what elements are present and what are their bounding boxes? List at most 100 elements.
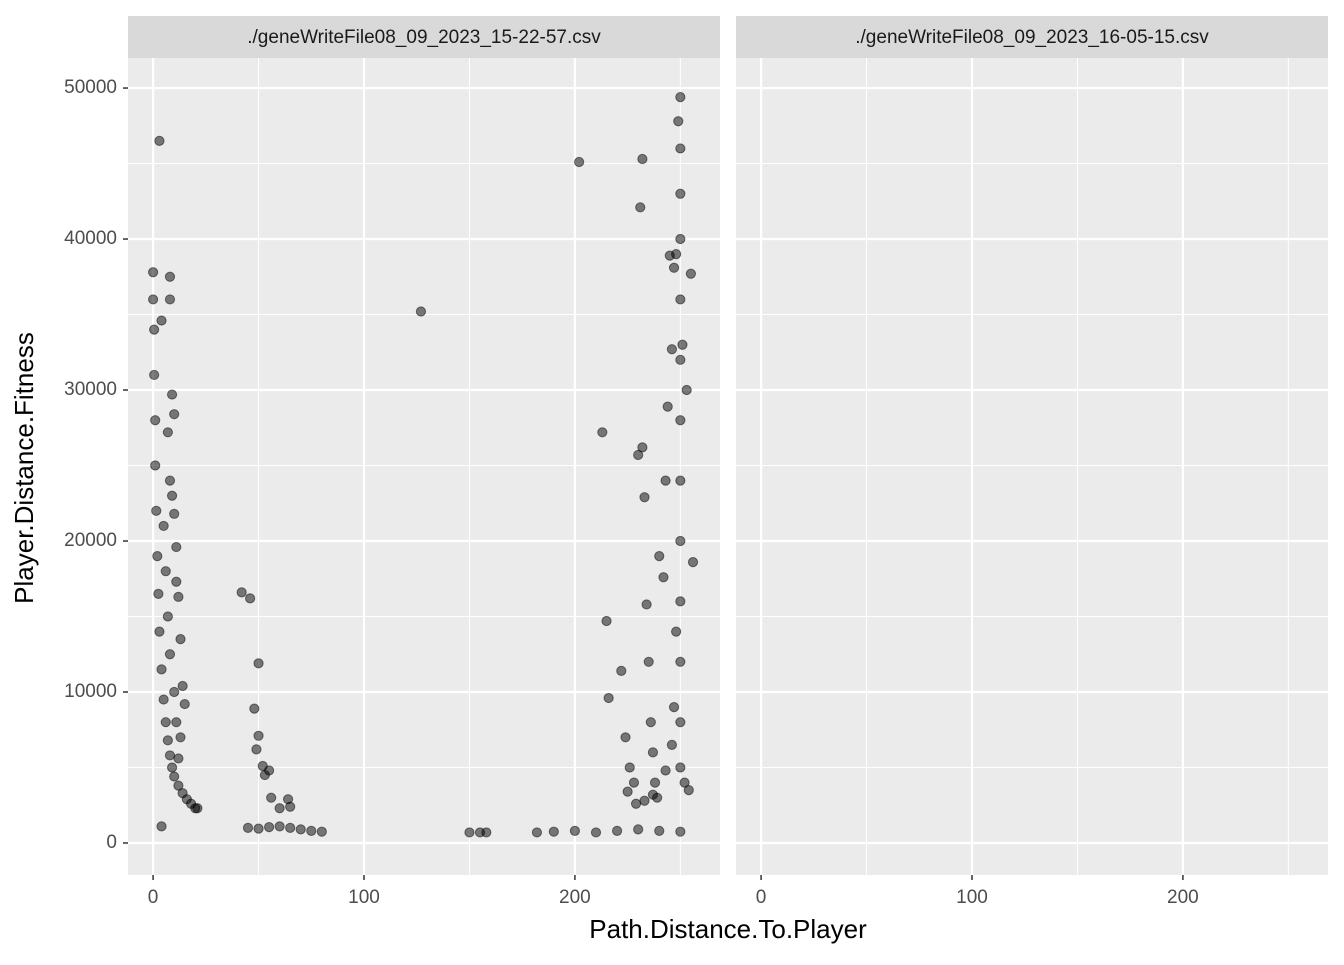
point — [685, 268, 696, 279]
point — [481, 827, 492, 838]
point — [154, 626, 165, 637]
point — [635, 202, 646, 213]
point — [464, 827, 475, 838]
point — [156, 315, 167, 326]
point — [668, 262, 680, 273]
point — [620, 732, 631, 743]
point — [236, 587, 247, 598]
x-axis-title: Path.Distance.To.Player — [589, 914, 867, 944]
point — [156, 821, 167, 832]
point — [654, 825, 665, 837]
y-tick-label: 50000 — [64, 77, 117, 98]
point — [666, 739, 678, 750]
point — [679, 777, 690, 788]
point — [531, 827, 543, 838]
point — [316, 826, 327, 837]
point — [548, 826, 559, 837]
point — [147, 267, 159, 278]
point — [249, 703, 260, 714]
panel-title: ./geneWriteFile08_09_2023_16-05-15.csv — [855, 27, 1209, 48]
point — [660, 475, 671, 486]
point — [639, 795, 650, 806]
point — [622, 786, 633, 797]
panel-title: ./geneWriteFile08_09_2023_15-22-57.csv — [247, 27, 601, 48]
point — [675, 143, 686, 154]
point — [164, 750, 176, 761]
point — [675, 92, 686, 103]
y-tick-label: 40000 — [64, 228, 117, 249]
point — [681, 384, 692, 396]
point — [166, 389, 178, 400]
point — [616, 665, 627, 676]
point — [415, 306, 427, 317]
strip — [128, 16, 720, 58]
point — [654, 551, 665, 562]
point — [630, 798, 642, 809]
point — [574, 156, 585, 168]
point — [601, 615, 612, 627]
point — [171, 717, 182, 728]
x-tick-label: 200 — [559, 887, 591, 908]
point — [160, 717, 171, 728]
point — [675, 415, 686, 426]
point — [166, 762, 178, 773]
point — [611, 825, 623, 837]
point — [251, 744, 262, 755]
point — [149, 369, 160, 381]
point — [158, 694, 169, 705]
point — [658, 572, 669, 583]
point — [245, 593, 256, 604]
point — [671, 626, 682, 637]
point — [171, 541, 182, 553]
point — [624, 762, 635, 773]
point — [660, 765, 671, 776]
point — [150, 415, 161, 426]
x-tick-label: 200 — [1167, 887, 1199, 908]
point — [687, 557, 699, 568]
point — [675, 188, 686, 199]
point — [675, 354, 686, 365]
point — [671, 249, 682, 260]
point — [628, 777, 640, 788]
point — [253, 823, 264, 834]
point — [675, 717, 686, 728]
point — [171, 576, 182, 587]
y-tick-label: 0 — [106, 832, 117, 853]
y-tick-label: 30000 — [64, 379, 117, 400]
point — [169, 508, 180, 519]
point — [633, 824, 644, 835]
point — [639, 492, 650, 503]
x-tick-label: 0 — [148, 887, 159, 908]
y-tick-label: 10000 — [64, 681, 117, 702]
point — [173, 753, 184, 764]
point — [675, 762, 686, 773]
point — [162, 427, 173, 438]
point — [175, 732, 186, 743]
point — [169, 409, 180, 420]
point — [173, 780, 184, 791]
point — [675, 475, 686, 486]
point — [285, 822, 296, 833]
point — [166, 490, 178, 501]
point — [274, 803, 285, 814]
point — [156, 664, 167, 675]
point — [675, 826, 686, 837]
point — [152, 551, 163, 562]
point — [649, 777, 661, 788]
panel-background — [736, 58, 1328, 875]
x-tick-label: 0 — [756, 887, 767, 908]
point — [263, 765, 275, 776]
point — [633, 449, 644, 461]
point — [295, 824, 306, 835]
point — [641, 599, 652, 610]
point — [242, 822, 254, 833]
point — [160, 566, 171, 577]
point — [153, 588, 164, 599]
point — [164, 271, 176, 282]
point — [285, 801, 296, 812]
point — [154, 135, 165, 146]
point — [169, 771, 180, 782]
point — [164, 475, 176, 486]
point — [274, 821, 285, 832]
